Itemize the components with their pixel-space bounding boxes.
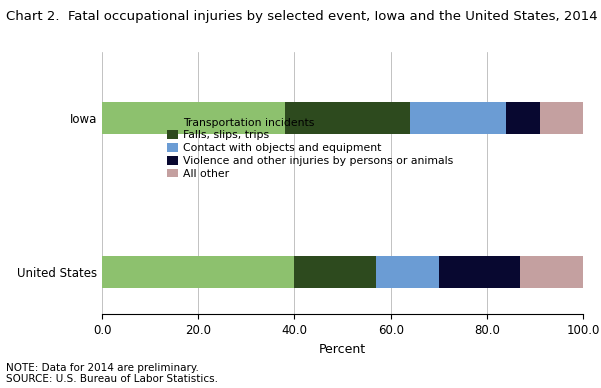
- Bar: [102, 256, 294, 288]
- Bar: [520, 256, 583, 288]
- Bar: [294, 256, 376, 288]
- Bar: [439, 256, 520, 288]
- Bar: [376, 256, 439, 288]
- Bar: [285, 102, 410, 134]
- Bar: [506, 102, 540, 134]
- Legend: Transportation incidents, Falls, slips, trips, Contact with objects and equipmen: Transportation incidents, Falls, slips, …: [165, 115, 455, 181]
- Text: NOTE: Data for 2014 are preliminary.
SOURCE: U.S. Bureau of Labor Statistics.: NOTE: Data for 2014 are preliminary. SOU…: [6, 362, 218, 384]
- X-axis label: Percent: Percent: [319, 343, 366, 355]
- Bar: [540, 102, 583, 134]
- Text: Chart 2.  Fatal occupational injuries by selected event, Iowa and the United Sta: Chart 2. Fatal occupational injuries by …: [6, 10, 597, 23]
- Bar: [102, 102, 285, 134]
- Bar: [410, 102, 506, 134]
